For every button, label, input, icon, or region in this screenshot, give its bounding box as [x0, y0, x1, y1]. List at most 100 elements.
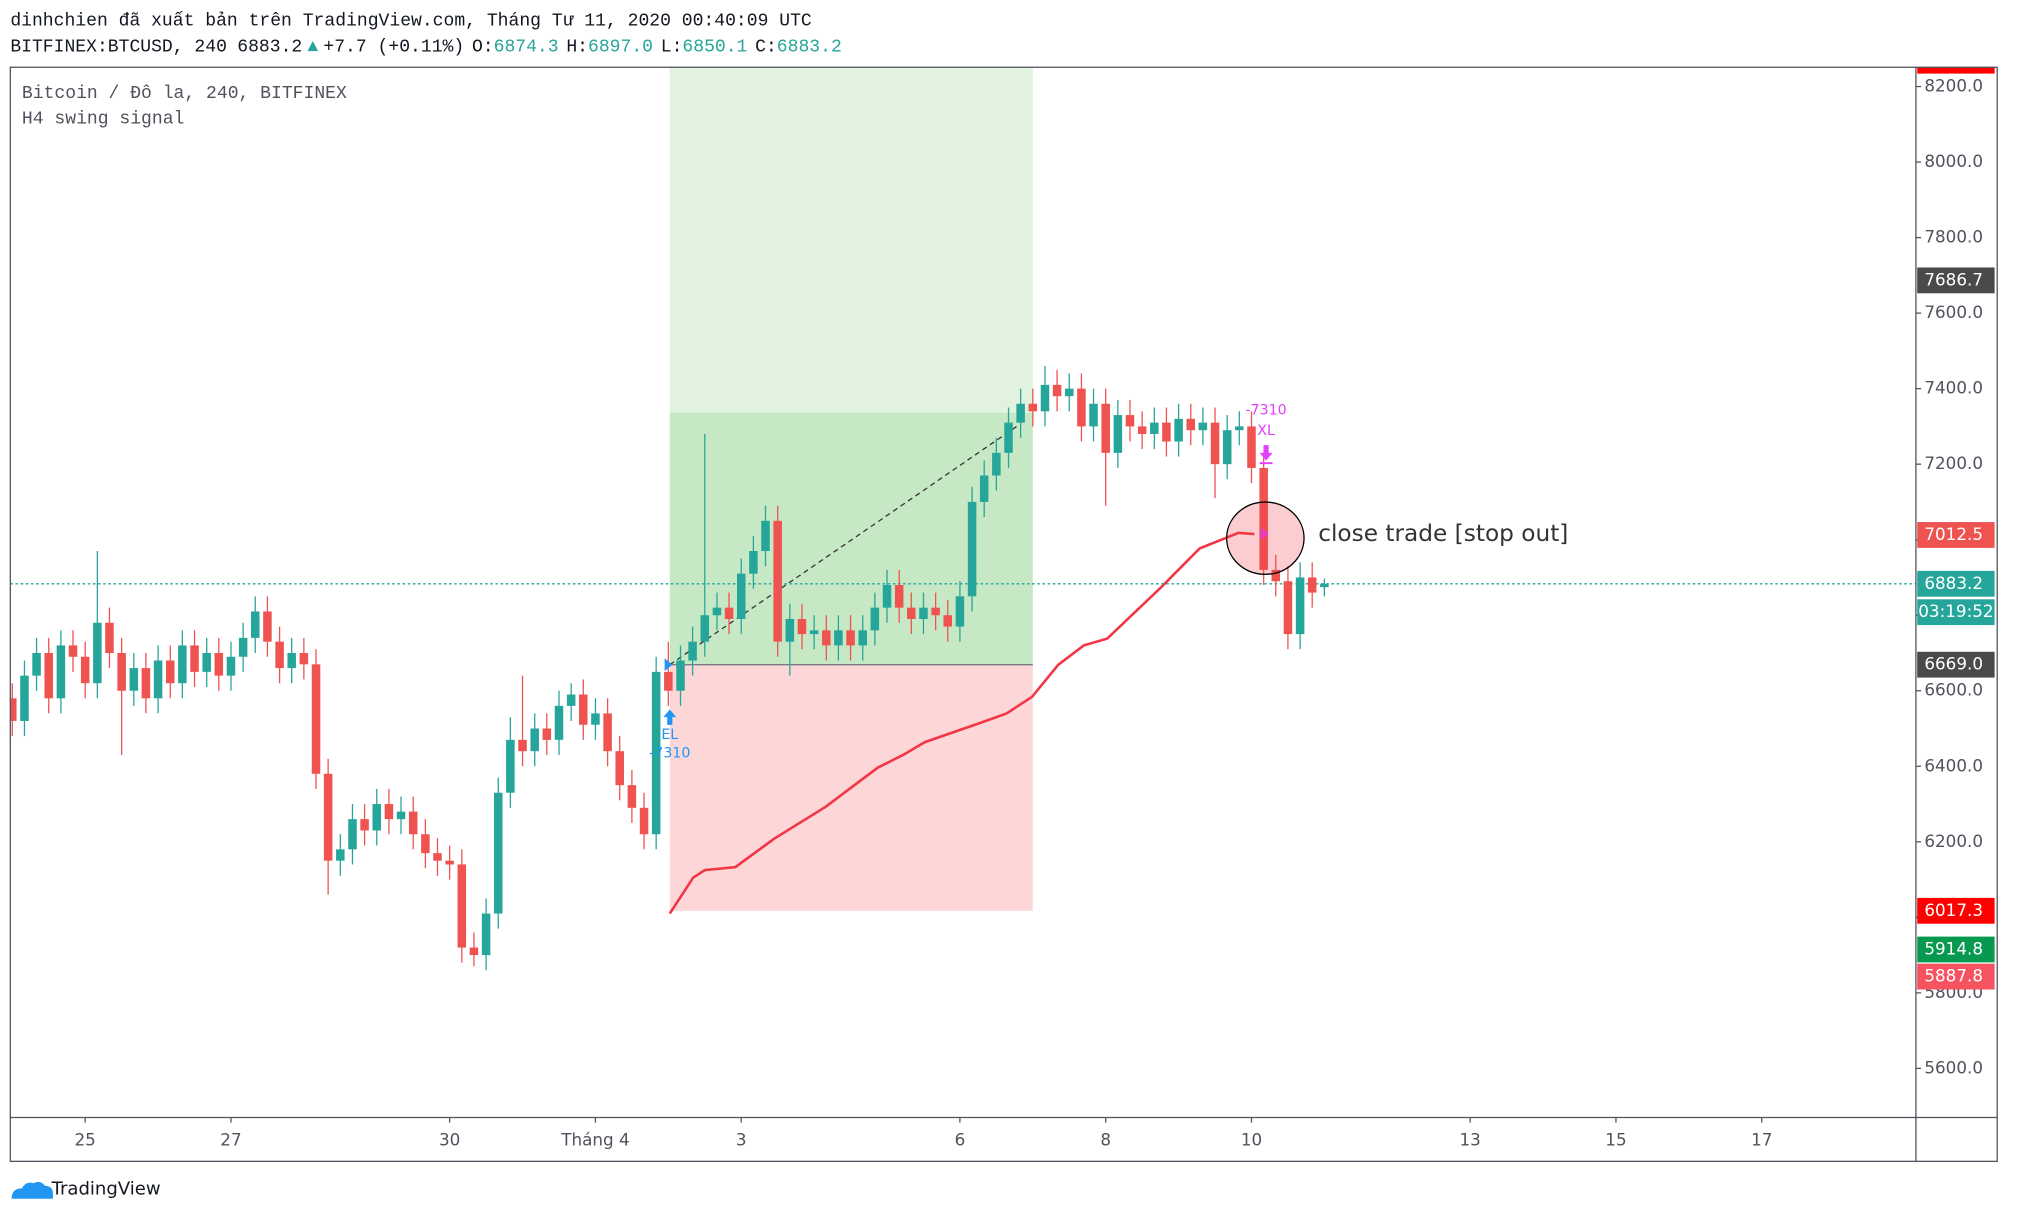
candle	[712, 592, 722, 631]
x-tick-label: 13	[1459, 1130, 1480, 1150]
quote-part: 6874.3	[494, 37, 559, 57]
price-label-box	[1917, 522, 1995, 548]
candle	[1222, 415, 1232, 480]
candle	[919, 592, 928, 635]
candle	[323, 758, 333, 895]
target-label	[1917, 67, 1995, 74]
candle	[1235, 411, 1244, 446]
candle-body	[724, 607, 734, 619]
y-tick-label: 7800.0	[1924, 227, 1983, 247]
y-tick-label: 5600.0	[1924, 1057, 1983, 1077]
candle-body	[1198, 422, 1208, 431]
candle	[1295, 562, 1305, 650]
candle-body	[797, 618, 807, 635]
candle	[773, 505, 782, 657]
candle-body	[348, 819, 357, 850]
signal-text: -7310	[1245, 402, 1286, 418]
candle-body	[749, 551, 758, 574]
quote-part: 6883.2	[237, 37, 302, 57]
candle	[32, 637, 41, 691]
candle-body	[408, 811, 418, 835]
candle-body	[445, 860, 454, 865]
price-label-box	[1917, 936, 1995, 963]
candle-body	[433, 853, 442, 861]
candle	[153, 645, 163, 714]
candle	[311, 649, 321, 789]
annotation-circle	[1225, 501, 1305, 575]
candle	[1077, 373, 1086, 442]
candle-body	[275, 641, 284, 669]
candle	[1259, 452, 1268, 586]
y-tick-label: 6200.0	[1924, 831, 1983, 851]
quote-part: ▲	[307, 37, 318, 57]
y-tick-label: 7200.0	[1924, 453, 1983, 473]
candle	[761, 505, 770, 567]
candle-body	[202, 652, 211, 672]
candle	[190, 630, 199, 687]
candle	[372, 788, 382, 846]
quote-part: 6850.1	[682, 37, 747, 57]
x-tick-label: 6	[955, 1130, 966, 1150]
candle	[907, 592, 916, 635]
candle-body	[141, 668, 151, 699]
x-tick-label: Tháng 4	[560, 1130, 629, 1150]
candle	[676, 645, 685, 706]
candle-body	[421, 834, 430, 854]
candle-body	[323, 773, 333, 861]
price-label-box	[1917, 267, 1995, 294]
x-tick-label: 30	[439, 1130, 460, 1150]
candle	[1125, 399, 1135, 442]
candle-body	[263, 611, 272, 642]
legend-text: Bitcoin / Đô la, 240, BITFINEX	[22, 84, 347, 104]
candle-body	[32, 652, 41, 676]
candle	[80, 641, 90, 699]
candle-body	[1137, 426, 1147, 434]
candle	[1101, 388, 1110, 506]
x-tick-label: 17	[1751, 1130, 1772, 1150]
candle-body	[992, 452, 1001, 476]
candle-body	[1089, 403, 1098, 427]
candle	[1271, 554, 1281, 597]
candle-body	[506, 739, 515, 793]
candle	[1247, 411, 1256, 484]
annotation-text: close trade [stop out]	[1318, 520, 1568, 547]
candle	[457, 849, 467, 963]
candle	[202, 637, 211, 687]
y-tick-label: 7600.0	[1924, 302, 1983, 322]
y-tick-label: 8200.0	[1924, 76, 1983, 96]
byline: dinhchien đã xuất bản trên TradingView.c…	[10, 11, 812, 32]
candle	[360, 804, 369, 846]
candle	[494, 777, 503, 929]
price-label: 5887.8	[1924, 966, 1983, 986]
x-tick-label: 15	[1605, 1130, 1626, 1150]
candle-body	[651, 671, 661, 835]
candle	[1283, 566, 1293, 650]
candle-body	[360, 819, 369, 831]
candle	[651, 656, 661, 850]
candle	[736, 558, 746, 635]
candle	[275, 626, 284, 684]
plot: EL -7310 XL -7310 close trade [stop out] 5600…	[10, 67, 1995, 1150]
candle	[68, 630, 78, 672]
candle-body	[372, 804, 382, 831]
price-label: 6669.0	[1924, 654, 1983, 674]
candle	[226, 641, 236, 691]
candle	[141, 652, 151, 714]
candle	[129, 652, 139, 706]
candle-body	[1271, 569, 1281, 582]
candle-body	[1259, 467, 1268, 570]
price-label: 6017.3	[1924, 900, 1983, 920]
quote-line: BITFINEX:BTCUSD, 240 6883.2 ▲ +7.7 (+0.11%)…	[10, 37, 841, 57]
candle-body	[190, 645, 199, 672]
candle	[1113, 399, 1123, 468]
candle-body	[178, 645, 187, 684]
candle	[1198, 407, 1208, 446]
y-tick-label: 6400.0	[1924, 755, 1983, 775]
candle-body	[712, 607, 722, 616]
candle-body	[1052, 384, 1062, 397]
price-label: 7686.7	[1924, 269, 1983, 289]
candle-body	[469, 947, 479, 956]
candle	[955, 581, 965, 642]
candle	[664, 641, 673, 706]
candle-body	[226, 656, 236, 676]
